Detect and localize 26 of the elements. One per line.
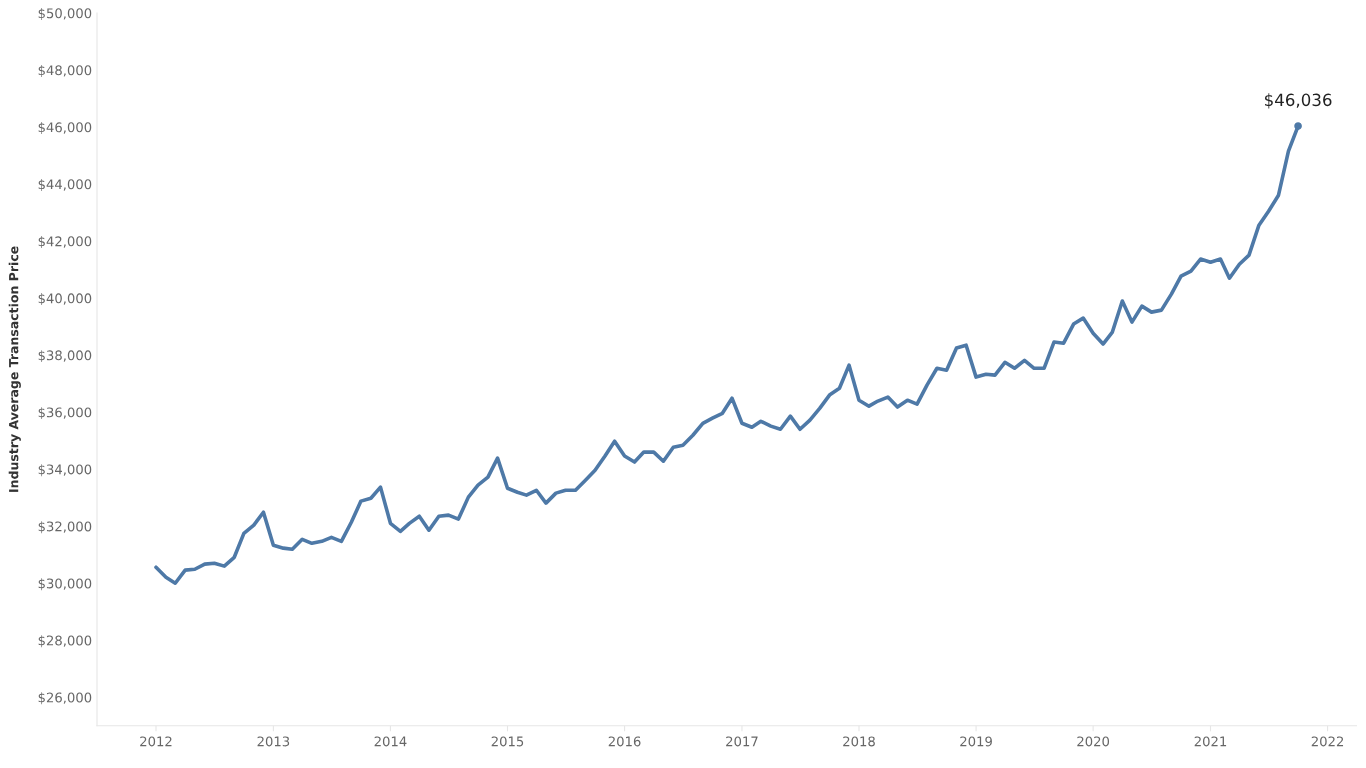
y-tick-label: $48,000 <box>38 65 92 78</box>
x-tick-label: 2016 <box>608 736 641 747</box>
y-tick-label: $36,000 <box>38 407 92 420</box>
y-tick-label: $26,000 <box>38 692 92 705</box>
x-tick-label: 2018 <box>843 736 875 747</box>
x-tick-label: 2022 <box>1311 736 1344 747</box>
annotation: $46,036 <box>1264 93 1332 109</box>
y-tick-label: $34,000 <box>38 464 92 477</box>
y-tick-label: $42,000 <box>38 236 92 249</box>
y-tick-label: $40,000 <box>38 293 92 306</box>
x-tick-label: 2015 <box>491 736 524 747</box>
y-tick-label: $30,000 <box>38 578 92 591</box>
x-tick-label: 2017 <box>726 736 758 747</box>
x-tick-label: 2021 <box>1194 736 1227 747</box>
y-tick-label: $38,000 <box>38 350 92 363</box>
x-tick-label: 2020 <box>1077 736 1110 747</box>
x-tick-label: 2013 <box>257 736 290 747</box>
y-tick-label: $44,000 <box>38 179 92 192</box>
y-tick-label: $32,000 <box>38 521 92 534</box>
x-tick-label: 2019 <box>960 736 992 747</box>
x-tick-label: 2012 <box>140 736 172 747</box>
y-axis-title: Industry Average Transaction Price <box>8 246 21 492</box>
y-tick-label: $28,000 <box>38 635 92 648</box>
y-tick-label: $50,000 <box>38 8 92 21</box>
x-tick-label: 2014 <box>374 736 407 747</box>
y-tick-label: $46,000 <box>38 122 92 135</box>
